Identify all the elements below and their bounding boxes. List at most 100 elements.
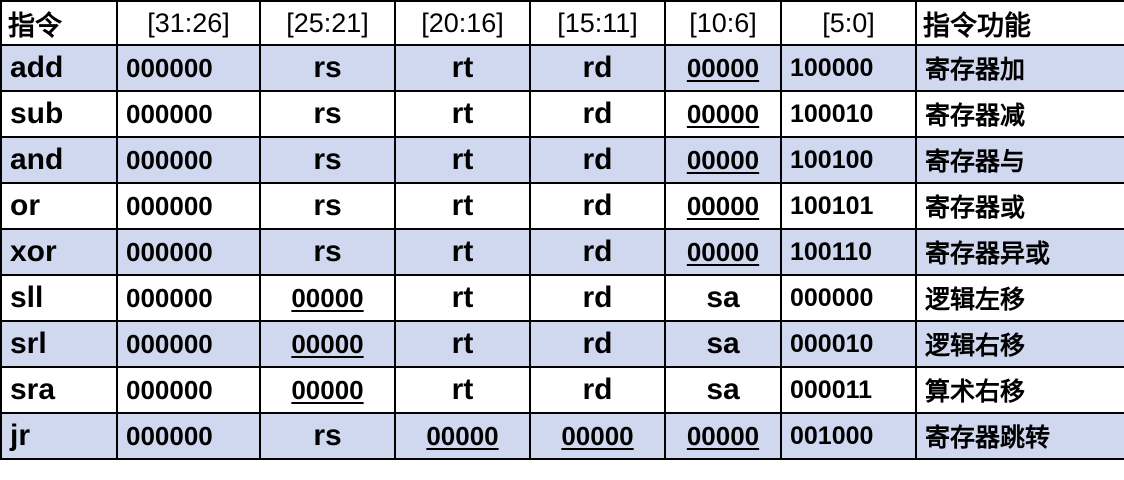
- table-row: sub 000000 rs rt rd 00000 100010 寄存器减: [0, 90, 1124, 138]
- cell-instruction: jr: [0, 412, 118, 460]
- table-row: xor 000000 rs rt rd 00000 100110 寄存器异或: [0, 228, 1124, 276]
- cell-bits-5-0: 000011: [780, 366, 917, 414]
- cell-instruction: sll: [0, 274, 118, 322]
- cell-bits-10-6: 00000: [664, 136, 782, 184]
- cell-instruction: srl: [0, 320, 118, 368]
- cell-bits-20-16: 00000: [394, 412, 531, 460]
- cell-instruction: sub: [0, 90, 118, 138]
- cell-bits-10-6: sa: [664, 274, 782, 322]
- header-bits-15-11: [15:11]: [529, 0, 666, 46]
- table-row: sra 000000 00000 rt rd sa 000011 算术右移: [0, 366, 1124, 414]
- reserved-zero-field: 00000: [291, 282, 364, 313]
- cell-bits-31-26: 000000: [116, 90, 261, 138]
- cell-bits-10-6: 00000: [664, 412, 782, 460]
- cell-bits-5-0: 100101: [780, 182, 917, 230]
- reserved-zero-field: 00000: [686, 52, 760, 83]
- cell-function: 寄存器异或: [915, 228, 1124, 276]
- reserved-zero-field: 00000: [291, 328, 364, 359]
- cell-instruction: and: [0, 136, 118, 184]
- reserved-zero-field: 00000: [686, 98, 760, 129]
- header-function: 指令功能: [915, 0, 1124, 46]
- reserved-zero-field: 00000: [686, 190, 760, 221]
- cell-instruction: add: [0, 44, 118, 92]
- cell-bits-20-16: rt: [394, 274, 531, 322]
- cell-bits-31-26: 000000: [116, 274, 261, 322]
- reserved-zero-field: 00000: [686, 420, 760, 451]
- table-row: and 000000 rs rt rd 00000 100100 寄存器与: [0, 136, 1124, 184]
- cell-bits-31-26: 000000: [116, 182, 261, 230]
- cell-instruction: sra: [0, 366, 118, 414]
- reserved-zero-field: 00000: [561, 420, 634, 451]
- cell-bits-25-21: rs: [259, 412, 396, 460]
- cell-bits-31-26: 000000: [116, 366, 261, 414]
- table-row: jr 000000 rs 00000 00000 00000 001000 寄存器跳转: [0, 412, 1124, 460]
- cell-bits-5-0: 000000: [780, 274, 917, 322]
- cell-bits-5-0: 100000: [780, 44, 917, 92]
- instruction-format-table: 指令 [31:26] [25:21] [20:16] [15:11] [10:6…: [0, 0, 1124, 460]
- cell-bits-5-0: 001000: [780, 412, 917, 460]
- cell-bits-15-11: rd: [529, 228, 666, 276]
- header-row: 指令 [31:26] [25:21] [20:16] [15:11] [10:6…: [0, 0, 1124, 46]
- cell-function: 逻辑左移: [915, 274, 1124, 322]
- cell-bits-25-21: rs: [259, 136, 396, 184]
- reserved-zero-field: 00000: [291, 374, 364, 405]
- cell-bits-15-11: rd: [529, 44, 666, 92]
- cell-bits-25-21: 00000: [259, 366, 396, 414]
- cell-instruction: xor: [0, 228, 118, 276]
- cell-bits-20-16: rt: [394, 320, 531, 368]
- table-body: add 000000 rs rt rd 00000 100000 寄存器加 sub 000000 r…: [0, 44, 1124, 460]
- reserved-zero-field: 00000: [686, 236, 760, 267]
- table-row: sll 000000 00000 rt rd sa 000000 逻辑左移: [0, 274, 1124, 322]
- cell-bits-20-16: rt: [394, 90, 531, 138]
- cell-bits-25-21: rs: [259, 44, 396, 92]
- cell-bits-15-11: rd: [529, 136, 666, 184]
- cell-function: 寄存器与: [915, 136, 1124, 184]
- cell-bits-15-11: rd: [529, 366, 666, 414]
- table-row: or 000000 rs rt rd 00000 100101 寄存器或: [0, 182, 1124, 230]
- cell-function: 寄存器减: [915, 90, 1124, 138]
- cell-bits-31-26: 000000: [116, 320, 261, 368]
- cell-bits-15-11: rd: [529, 90, 666, 138]
- cell-function: 寄存器加: [915, 44, 1124, 92]
- cell-bits-31-26: 000000: [116, 44, 261, 92]
- cell-bits-15-11: 00000: [529, 412, 666, 460]
- cell-bits-10-6: sa: [664, 320, 782, 368]
- reserved-zero-field: 00000: [426, 420, 499, 451]
- cell-function: 寄存器或: [915, 182, 1124, 230]
- header-bits-25-21: [25:21]: [259, 0, 396, 46]
- cell-bits-20-16: rt: [394, 228, 531, 276]
- cell-bits-10-6: sa: [664, 366, 782, 414]
- reserved-zero-field: 00000: [686, 144, 760, 175]
- cell-bits-31-26: 000000: [116, 136, 261, 184]
- cell-bits-25-21: 00000: [259, 320, 396, 368]
- cell-bits-15-11: rd: [529, 320, 666, 368]
- cell-function: 逻辑右移: [915, 320, 1124, 368]
- cell-bits-10-6: 00000: [664, 90, 782, 138]
- cell-function: 寄存器跳转: [915, 412, 1124, 460]
- cell-bits-20-16: rt: [394, 136, 531, 184]
- cell-bits-5-0: 100110: [780, 228, 917, 276]
- cell-bits-20-16: rt: [394, 182, 531, 230]
- cell-bits-10-6: 00000: [664, 228, 782, 276]
- table-row: add 000000 rs rt rd 00000 100000 寄存器加: [0, 44, 1124, 92]
- header-bits-10-6: [10:6]: [664, 0, 782, 46]
- header-bits-20-16: [20:16]: [394, 0, 531, 46]
- cell-bits-31-26: 000000: [116, 228, 261, 276]
- cell-bits-20-16: rt: [394, 44, 531, 92]
- cell-bits-5-0: 100010: [780, 90, 917, 138]
- cell-bits-10-6: 00000: [664, 44, 782, 92]
- header-bits-5-0: [5:0]: [780, 0, 917, 46]
- cell-function: 算术右移: [915, 366, 1124, 414]
- cell-bits-25-21: rs: [259, 182, 396, 230]
- cell-bits-25-21: rs: [259, 228, 396, 276]
- cell-bits-31-26: 000000: [116, 412, 261, 460]
- cell-bits-5-0: 000010: [780, 320, 917, 368]
- header-instruction: 指令: [0, 0, 118, 46]
- cell-bits-15-11: rd: [529, 274, 666, 322]
- cell-bits-15-11: rd: [529, 182, 666, 230]
- cell-bits-25-21: rs: [259, 90, 396, 138]
- table-row: srl 000000 00000 rt rd sa 000010 逻辑右移: [0, 320, 1124, 368]
- cell-bits-20-16: rt: [394, 366, 531, 414]
- cell-instruction: or: [0, 182, 118, 230]
- cell-bits-5-0: 100100: [780, 136, 917, 184]
